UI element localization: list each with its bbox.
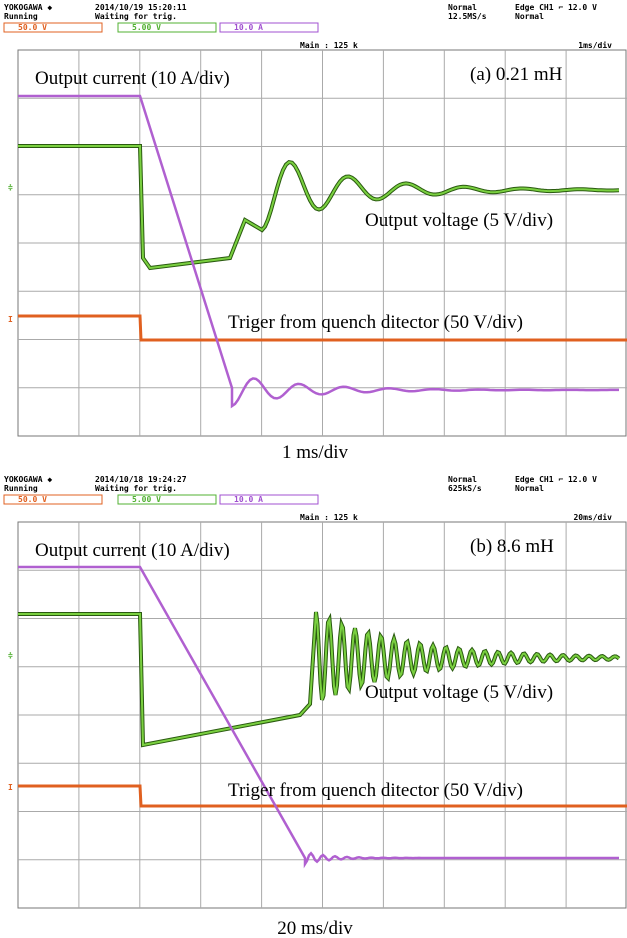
sample-rate: 625kS/s bbox=[448, 484, 482, 493]
channel-label: 10.0 A bbox=[234, 495, 263, 504]
scope-panel: YOKOGAWA ◆ 2014/10/18 19:24:27 Running Wait… bbox=[4, 475, 627, 938]
current-label: Output current (10 A/div) bbox=[35, 540, 230, 561]
trigger-label: Triger from quench ditector (50 V/div) bbox=[228, 780, 523, 801]
trigger-state: Waiting for trig. bbox=[95, 11, 177, 21]
channel-label: 10.0 A bbox=[234, 23, 263, 32]
status: Running bbox=[4, 11, 38, 21]
ch-marker: I bbox=[8, 315, 13, 324]
ch-marker: I bbox=[8, 783, 13, 792]
panel-label: (a) 0.21 mH bbox=[470, 64, 563, 85]
scope-panel: YOKOGAWA ◆ 2014/10/19 15:20:11 Running Wait… bbox=[4, 3, 627, 463]
main: Main : 125 k bbox=[300, 40, 358, 50]
main: Main : 125 k bbox=[300, 512, 358, 522]
ch-marker: ≑ bbox=[8, 651, 13, 660]
figure: YOKOGAWA ◆ 2014/10/19 15:20:11 Running Wait… bbox=[0, 0, 627, 938]
status: Running bbox=[4, 483, 38, 493]
trigger-mode: Normal bbox=[515, 12, 544, 21]
brand: YOKOGAWA ◆ bbox=[4, 475, 52, 484]
trigger-mode: Normal bbox=[515, 484, 544, 493]
timestamp: 2014/10/18 19:24:27 bbox=[95, 475, 187, 484]
mode: Normal bbox=[448, 3, 477, 12]
voltage-label: Output voltage (5 V/div) bbox=[365, 210, 553, 231]
sample-rate: 12.5MS/s bbox=[448, 12, 487, 21]
caption: 20 ms/div bbox=[277, 918, 353, 938]
voltage-label: Output voltage (5 V/div) bbox=[365, 682, 553, 703]
timebase: 1ms/div bbox=[578, 40, 612, 50]
trigger-label: Triger from quench ditector (50 V/div) bbox=[228, 312, 523, 333]
caption: 1 ms/div bbox=[282, 442, 348, 463]
timestamp: 2014/10/19 15:20:11 bbox=[95, 3, 187, 12]
channel-label: 5.00 V bbox=[132, 495, 161, 504]
panel-label: (b) 8.6 mH bbox=[470, 536, 554, 557]
channel-label: 50.0 V bbox=[18, 495, 47, 504]
mode: Normal bbox=[448, 475, 477, 484]
channel-label: 5.00 V bbox=[132, 23, 161, 32]
channel-label: 50.0 V bbox=[18, 23, 47, 32]
trigger: Edge CH1 ⌐ 12.0 V bbox=[515, 3, 597, 12]
current-label: Output current (10 A/div) bbox=[35, 68, 230, 89]
brand: YOKOGAWA ◆ bbox=[4, 3, 52, 12]
trigger-state: Waiting for trig. bbox=[95, 483, 177, 493]
ch-marker: ≑ bbox=[8, 183, 13, 192]
timebase: 20ms/div bbox=[573, 512, 612, 522]
trigger: Edge CH1 ⌐ 12.0 V bbox=[515, 475, 597, 484]
